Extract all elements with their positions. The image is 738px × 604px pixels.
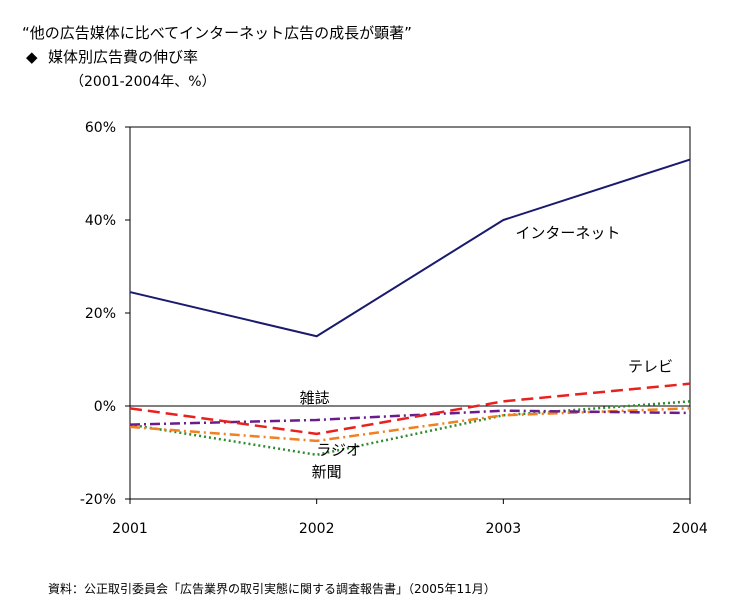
- series-label: 新聞: [312, 463, 342, 481]
- chart-title: “他の広告媒体に比べてインターネット広告の成長が顕著”: [22, 24, 412, 42]
- x-tick-label: 2002: [299, 521, 335, 537]
- series-label: テレビ: [628, 358, 673, 376]
- series-line: [129, 407, 691, 443]
- series-label: 雑誌: [300, 389, 330, 407]
- y-tick-label: 0%: [94, 399, 116, 415]
- series-line: [129, 158, 691, 338]
- series-label: ラジオ: [316, 441, 361, 459]
- series-line: [129, 382, 691, 436]
- series-lines: [129, 158, 691, 457]
- chart-subtitle: ◆ 媒体別広告費の伸び率: [26, 46, 199, 67]
- unit-note: （2001-2004年、%）: [70, 74, 216, 90]
- plot-area: [129, 126, 691, 500]
- subtitle-text: 媒体別広告費の伸び率: [48, 48, 199, 66]
- diamond-bullet-icon: ◆: [26, 48, 38, 66]
- series-line: [129, 409, 691, 426]
- x-tick-label: 2003: [486, 521, 522, 537]
- source-note: 資料：公正取引委員会「広告業界の取引実態に関する調査報告書」（2005年11月）: [48, 582, 496, 596]
- series-label: インターネット: [515, 224, 620, 242]
- y-tick-label: 20%: [85, 306, 116, 322]
- y-axis-ticks: 60% 40% 20% 0% -20%: [80, 120, 130, 508]
- y-tick-label: 40%: [85, 213, 116, 229]
- x-axis-ticks: 2001 2002 2003 2004: [112, 499, 708, 537]
- y-tick-label: -20%: [80, 492, 116, 508]
- y-tick-label: 60%: [85, 120, 116, 136]
- x-tick-label: 2004: [672, 521, 708, 537]
- x-tick-label: 2001: [112, 521, 148, 537]
